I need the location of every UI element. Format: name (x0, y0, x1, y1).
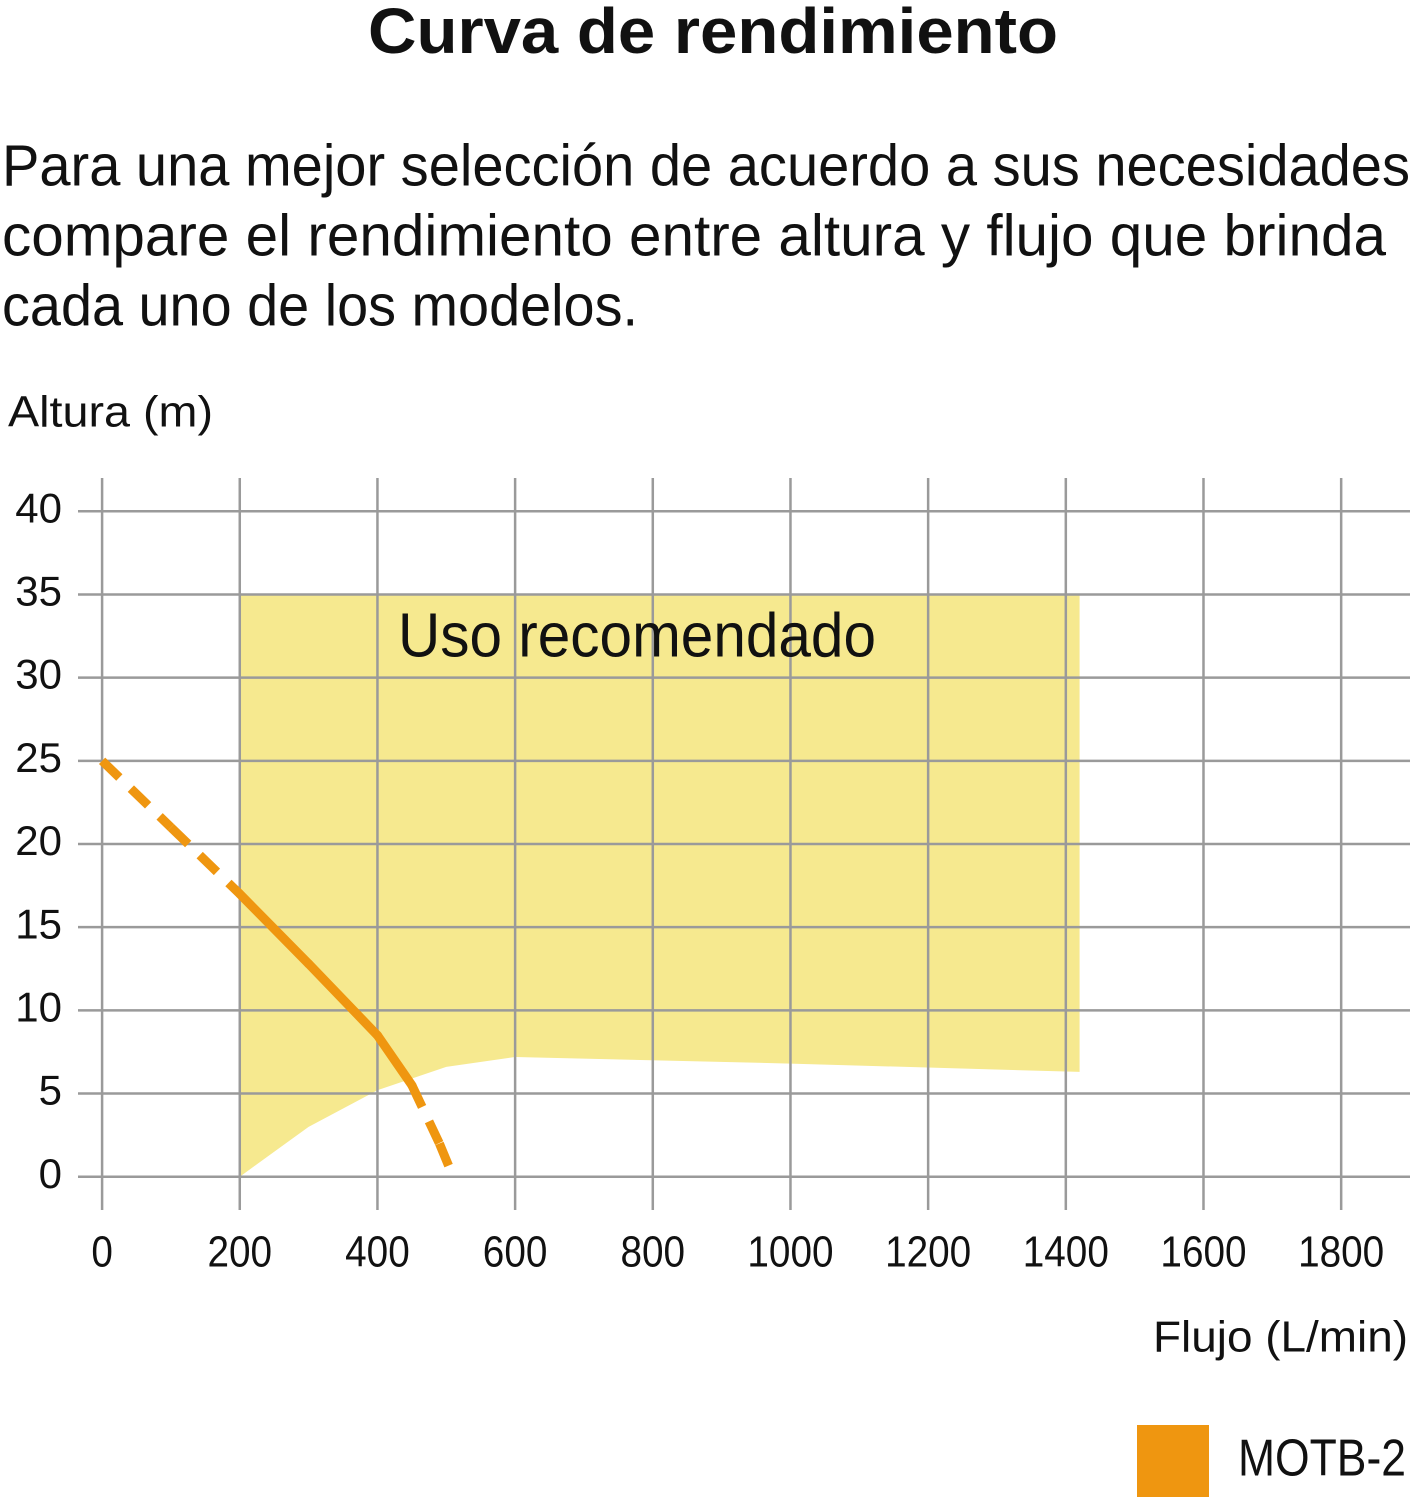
y-axis-label: Altura (m) (8, 388, 213, 437)
y-tick-label: 15 (15, 900, 62, 947)
y-tick-label: 35 (15, 568, 62, 615)
x-tick-label: 1200 (885, 1226, 971, 1276)
region-label: Uso recomendado (398, 601, 876, 670)
curve-segment (372, 1030, 417, 1090)
x-tick-label: 800 (620, 1226, 685, 1276)
y-tick-label: 30 (15, 651, 62, 698)
legend-label: MOTB-2 (1238, 1430, 1406, 1488)
y-tick-label: 0 (39, 1150, 62, 1197)
y-tick-label: 20 (15, 817, 62, 864)
curve-segment (235, 889, 314, 969)
curve-segment (407, 1083, 444, 1146)
y-tick-label: 40 (15, 484, 62, 531)
description-line: cada uno de los modelos. (2, 273, 638, 338)
description-line: Para una mejor selección de acuerdo a su… (2, 133, 1410, 198)
x-tick-label: 200 (207, 1226, 272, 1276)
curve-segment (98, 757, 175, 831)
x-tick-label: 0 (91, 1226, 113, 1276)
curve-segment (435, 1141, 458, 1179)
x-axis-label: Flujo (L/min) (1153, 1313, 1408, 1362)
x-tick-label: 1000 (747, 1226, 833, 1276)
curve-segment (304, 959, 382, 1040)
x-tick-label: 400 (345, 1226, 410, 1276)
legend-swatch (1137, 1425, 1209, 1497)
x-tick-label: 1400 (1023, 1226, 1109, 1276)
curve-segment (167, 824, 243, 898)
recommended-region (239, 594, 1080, 1177)
x-tick-label: 600 (483, 1226, 548, 1276)
y-tick-label: 25 (15, 734, 62, 781)
chart-title: Curva de rendimiento (368, 0, 1058, 67)
y-tick-label: 10 (15, 983, 62, 1030)
y-tick-label: 5 (39, 1067, 62, 1114)
x-tick-label: 1800 (1298, 1226, 1384, 1276)
x-tick-label: 1600 (1160, 1226, 1246, 1276)
description-line: compare el rendimiento entre altura y fl… (2, 203, 1387, 268)
